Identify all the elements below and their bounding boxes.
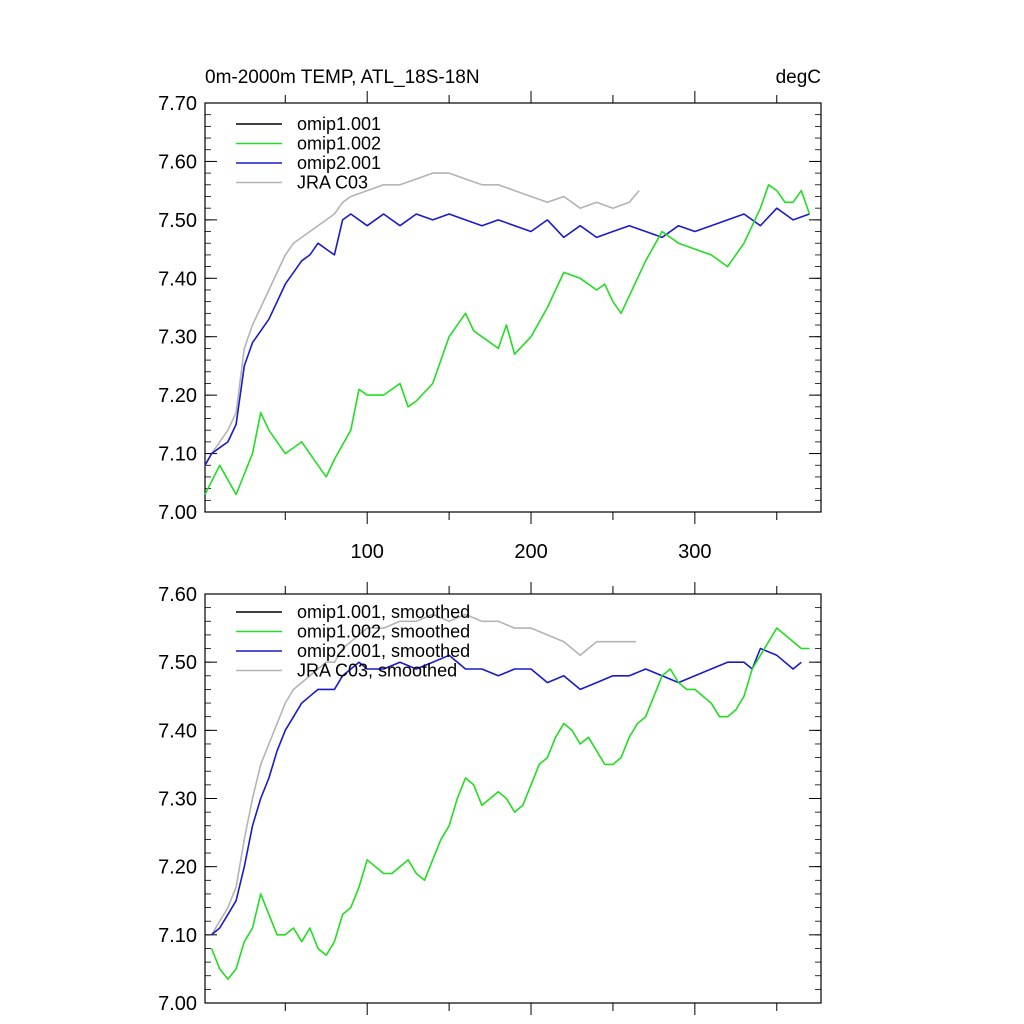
bottom-legend-label: omip2.001, smoothed (297, 641, 470, 661)
bottom-y-tick-label: 7.10 (158, 925, 197, 947)
top-x-tick-label: 300 (678, 541, 711, 563)
top-y-tick-label: 7.60 (158, 151, 197, 173)
top-panel-title: 0m-2000m TEMP, ATL_18S-18N (205, 67, 480, 88)
top-series-line-jra-c03 (204, 172, 640, 466)
bottom-series-line-omip2-001-smoothed (211, 647, 802, 936)
top-series-line-omip1-002 (204, 184, 811, 496)
top-x-tick-label: 200 (514, 541, 547, 563)
top-plot-frame (204, 102, 822, 513)
bottom-y-tick-label: 7.00 (158, 993, 197, 1015)
top-y-tick-label: 7.30 (158, 327, 197, 349)
top-y-tick-label: 7.40 (158, 268, 197, 290)
top-y-tick-label: 7.20 (158, 385, 197, 407)
bottom-y-tick-label: 7.20 (158, 857, 197, 879)
bottom-panel: 7.00 7.10 7.20 7.30 7.40 7.50 7.60 omip1.001, s… (158, 582, 822, 1015)
bottom-y-tick-label: 7.30 (158, 789, 197, 811)
bottom-series-line-jra-c03-smoothed (210, 613, 636, 936)
bottom-series-line-omip1-002-smoothed (210, 627, 810, 980)
top-legend-label: omip1.002 (297, 134, 381, 154)
top-panel-units: degC (776, 67, 821, 88)
top-y-tick-label: 7.00 (158, 502, 197, 524)
top-x-tick-label: 100 (351, 541, 384, 563)
top-legend-label: JRA C03 (297, 173, 368, 193)
bottom-legend-label: omip1.002, smoothed (297, 622, 470, 642)
bottom-y-tick-label: 7.40 (158, 720, 197, 742)
top-legend-label: omip2.001 (297, 153, 381, 173)
bottom-y-tick-label: 7.50 (158, 652, 197, 674)
top-y-tick-label: 7.70 (158, 93, 197, 115)
top-series-line-omip2-001 (204, 207, 810, 466)
top-panel: 0m-2000m TEMP, ATL_18S-18N degC 7.00 7.10… (158, 67, 822, 563)
top-legend-label: omip1.001 (297, 114, 381, 134)
bottom-legend-label: omip1.001, smoothed (297, 602, 470, 622)
top-y-tick-label: 7.50 (158, 210, 197, 232)
bottom-y-tick-label: 7.60 (158, 584, 197, 606)
bottom-legend-label: JRA C03, smoothed (297, 661, 457, 681)
top-y-tick-label: 7.10 (158, 444, 197, 466)
